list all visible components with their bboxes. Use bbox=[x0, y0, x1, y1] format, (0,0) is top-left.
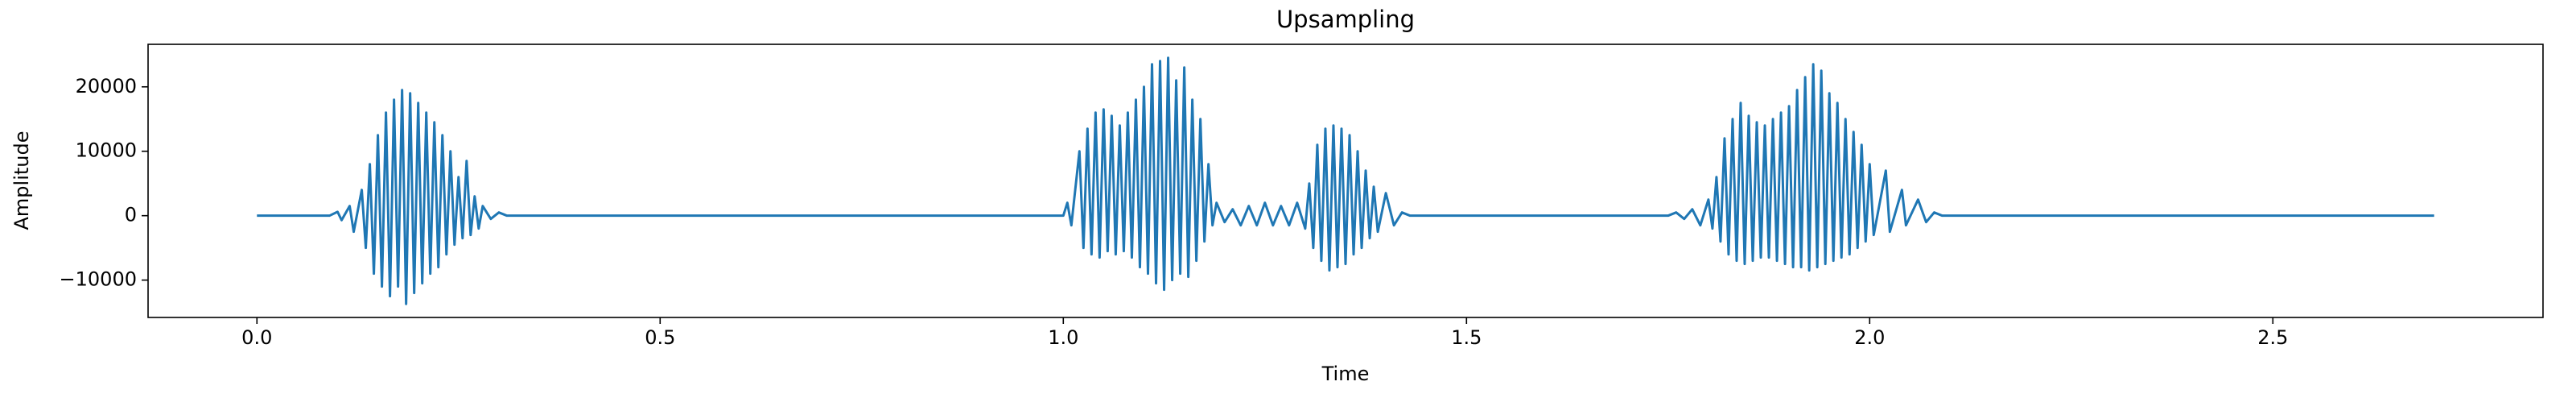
x-tick-label: 0.0 bbox=[241, 326, 272, 349]
y-tick-label: 20000 bbox=[76, 75, 137, 97]
y-axis-label: Amplitude bbox=[10, 131, 33, 230]
x-tick-label: 1.5 bbox=[1451, 326, 1482, 349]
y-tick-label: 0 bbox=[125, 204, 137, 226]
x-tick-label: 1.0 bbox=[1048, 326, 1078, 349]
y-tick-label: −10000 bbox=[60, 268, 137, 291]
y-tick-label: 10000 bbox=[76, 139, 137, 162]
waveform-line bbox=[257, 56, 2434, 305]
x-axis-label: Time bbox=[1321, 363, 1370, 385]
chart-title: Upsampling bbox=[1276, 6, 1415, 33]
plot-frame bbox=[147, 44, 2544, 318]
x-tick-label: 0.5 bbox=[645, 326, 675, 349]
x-tick-label: 2.5 bbox=[2257, 326, 2288, 349]
x-tick-label: 2.0 bbox=[1854, 326, 1885, 349]
